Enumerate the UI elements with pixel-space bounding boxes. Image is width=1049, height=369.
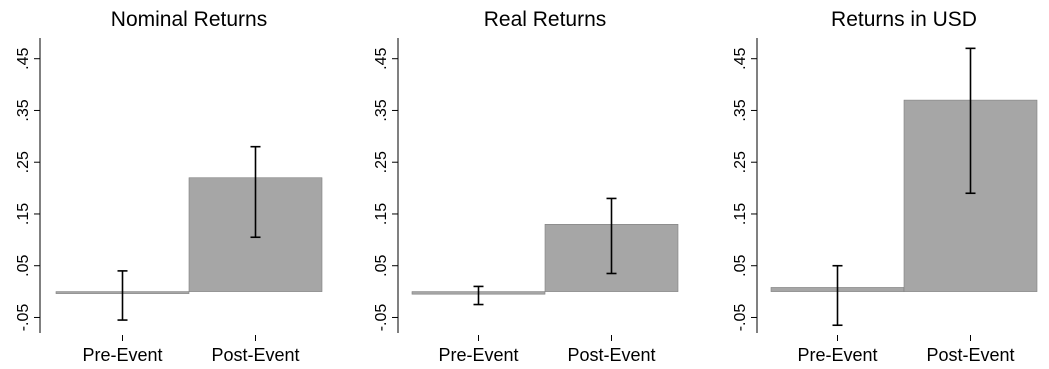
panel-title-real-returns: Real Returns	[483, 8, 607, 31]
y-tick-label-usd: -.05	[732, 304, 749, 332]
x-tick-label-real: Post-Event	[567, 345, 655, 365]
panel-title-nominal-returns: Nominal Returns	[110, 8, 268, 31]
y-tick-label-usd: .35	[732, 99, 749, 121]
y-tick-label-real: .25	[373, 151, 390, 173]
x-tick-label-usd: Pre-Event	[797, 345, 877, 365]
y-tick-label-real: .15	[373, 203, 390, 225]
y-tick-label-nominal: -.05	[15, 304, 32, 332]
y-tick-label-real: .35	[373, 99, 390, 121]
y-tick-label-nominal: .35	[15, 99, 32, 121]
y-tick-label-real: .45	[373, 47, 390, 69]
y-tick-label-usd: .15	[732, 203, 749, 225]
y-tick-label-nominal: .45	[15, 47, 32, 69]
y-tick-label-nominal: .25	[15, 151, 32, 173]
y-tick-label-real: .05	[373, 255, 390, 277]
panel-title-returns-in-usd: Returns in USD	[831, 8, 977, 31]
y-tick-label-nominal: .15	[15, 203, 32, 225]
x-tick-label-usd: Post-Event	[926, 345, 1014, 365]
x-tick-label-real: Pre-Event	[438, 345, 518, 365]
y-tick-label-usd: .25	[732, 151, 749, 173]
y-tick-label-usd: .05	[732, 255, 749, 277]
x-tick-label-nominal: Post-Event	[211, 345, 299, 365]
y-tick-label-usd: .45	[732, 47, 749, 69]
y-tick-label-nominal: .05	[15, 255, 32, 277]
y-tick-label-real: -.05	[373, 304, 390, 332]
x-tick-label-nominal: Pre-Event	[82, 345, 162, 365]
